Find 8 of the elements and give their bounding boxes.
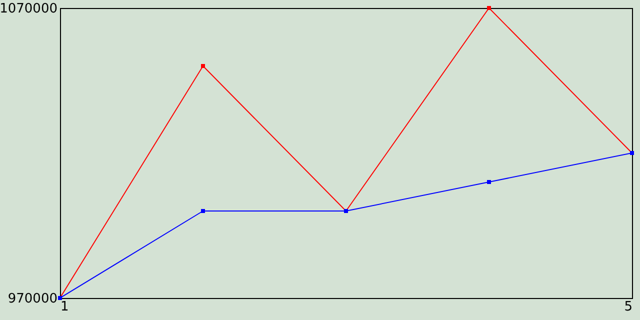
x-tick-label: 5 bbox=[624, 300, 632, 314]
y-tick-label: 970000 bbox=[8, 292, 58, 306]
x-tick-label: 1 bbox=[60, 300, 69, 314]
point bbox=[201, 209, 205, 213]
point bbox=[487, 6, 491, 10]
point bbox=[487, 180, 491, 184]
point bbox=[201, 64, 205, 68]
y-tick-label: 1070000 bbox=[0, 2, 58, 16]
